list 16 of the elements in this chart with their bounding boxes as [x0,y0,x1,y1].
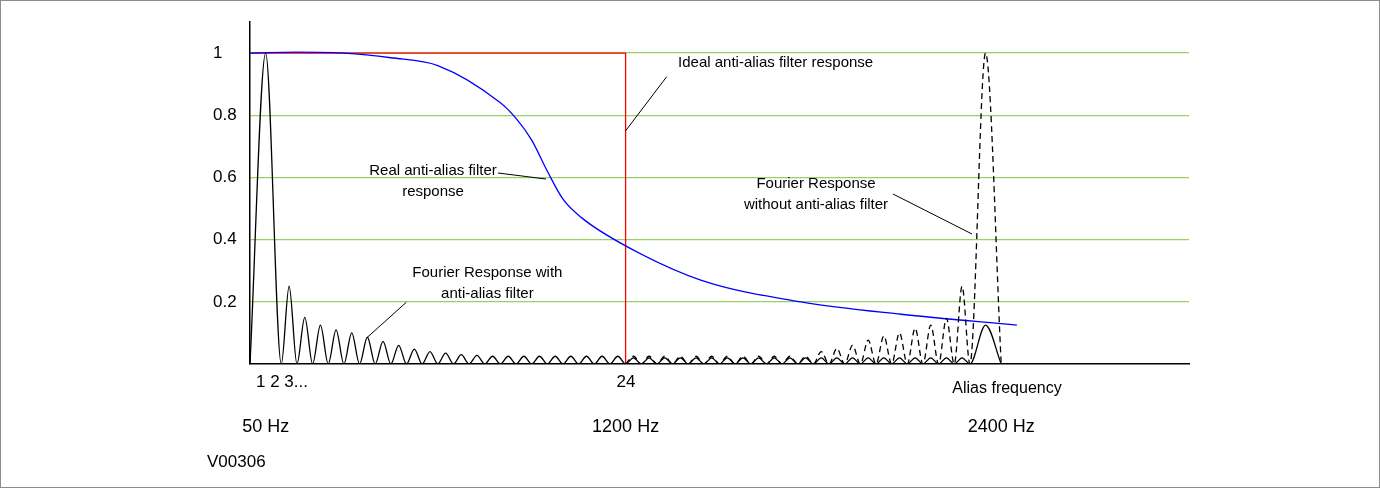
x-tick-label: 2400 Hz [967,415,1035,436]
text: 1 2 3... [256,371,308,391]
annotation: Fourier Response with anti-alias filter [412,262,563,301]
y-tick-label: 0.6 [213,167,237,187]
y-tick-label: 0.2 [213,291,237,311]
y-tick-label: 0.4 [213,229,237,249]
text: V00306 [207,451,266,471]
annotation: Real anti-alias filter response [369,160,497,199]
text: Alias frequency [952,379,1062,397]
x-tick-label: 1200 Hz [592,415,660,436]
text: 24 [616,371,636,391]
y-tick-label: 1 [213,42,223,62]
x-tick-label: 50 Hz [242,415,290,436]
y-tick-label: 0.8 [213,104,237,124]
annotation: Ideal anti-alias filter response [678,52,874,70]
annotation: Fourier Response without anti-alias filter [742,173,889,212]
